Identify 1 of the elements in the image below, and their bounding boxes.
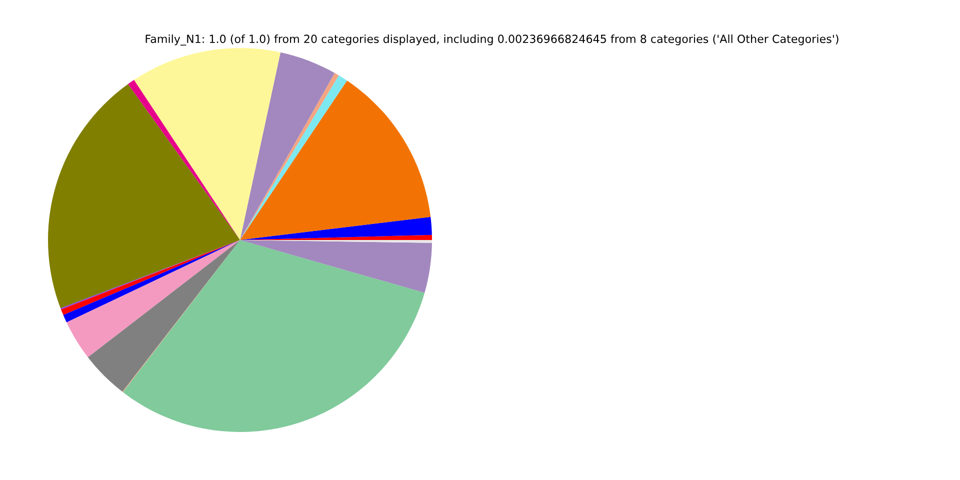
text: Family_N1: 1.0 (of 1.0) from 20 categories displayed, including 0.00236966824645 from 8 categories ('All Other Categories')	[146, 34, 838, 46]
